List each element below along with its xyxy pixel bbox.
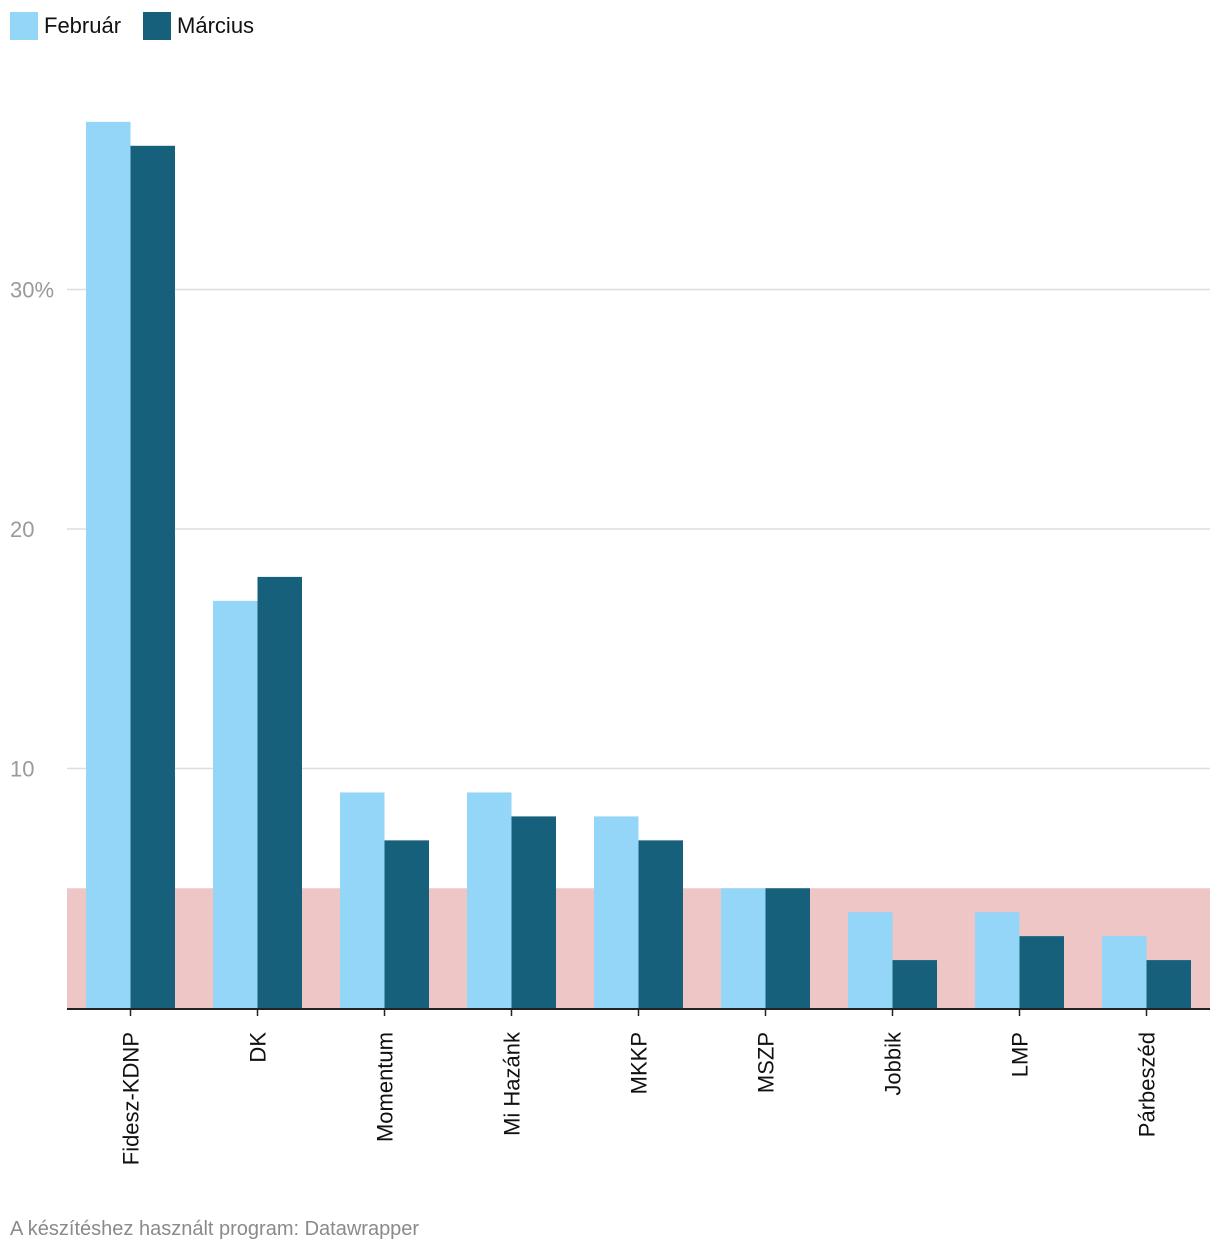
legend-item-marcius: Március — [143, 12, 254, 40]
bar-februar — [975, 912, 1020, 1008]
bar-marcius — [257, 576, 302, 1008]
legend-item-februar: Február — [10, 12, 121, 40]
footer-credit: A készítéshez használt program: Datawrap… — [10, 1218, 420, 1240]
x-category-label: Jobbik — [881, 1031, 906, 1096]
x-category-label: LMP — [1008, 1032, 1033, 1077]
bar-februar — [213, 600, 258, 1008]
x-category-label: Mi Hazánk — [500, 1031, 525, 1136]
bar-marcius — [765, 888, 810, 1008]
y-tick-label: 30% — [10, 278, 54, 303]
bar-marcius — [130, 145, 175, 1009]
bar-februar — [594, 816, 639, 1008]
bar-februar — [848, 912, 893, 1008]
legend-swatch-februar — [10, 12, 38, 40]
legend: Február Március — [10, 12, 276, 40]
bar-marcius — [892, 960, 937, 1008]
bar-marcius — [511, 816, 556, 1008]
bar-februar — [467, 792, 512, 1008]
legend-swatch-marcius — [143, 12, 172, 40]
bar-februar — [1102, 936, 1147, 1008]
legend-label-februar: Február — [44, 13, 122, 38]
x-category-label: MSZP — [754, 1032, 779, 1093]
bar-marcius — [1146, 960, 1191, 1008]
x-category-label: MKKP — [627, 1032, 652, 1094]
legend-label-marcius: Március — [177, 13, 255, 38]
y-tick-label: 20 — [10, 517, 34, 542]
bar-marcius — [1019, 936, 1064, 1008]
bar-marcius — [638, 840, 683, 1008]
x-category-label: DK — [246, 1032, 271, 1063]
bar-chart: 10 20 30% Fidesz-KDNP DK Momentum Mi Hazánk MKK… — [10, 121, 1210, 1165]
bar-marcius — [384, 840, 429, 1008]
x-category-label: Párbeszéd — [1135, 1032, 1160, 1137]
bar-februar — [340, 792, 385, 1008]
y-tick-label: 10 — [10, 757, 34, 782]
bar-februar — [86, 121, 131, 1009]
bar-februar — [721, 888, 766, 1008]
x-category-label: Fidesz-KDNP — [119, 1032, 144, 1165]
x-category-label: Momentum — [373, 1032, 398, 1142]
